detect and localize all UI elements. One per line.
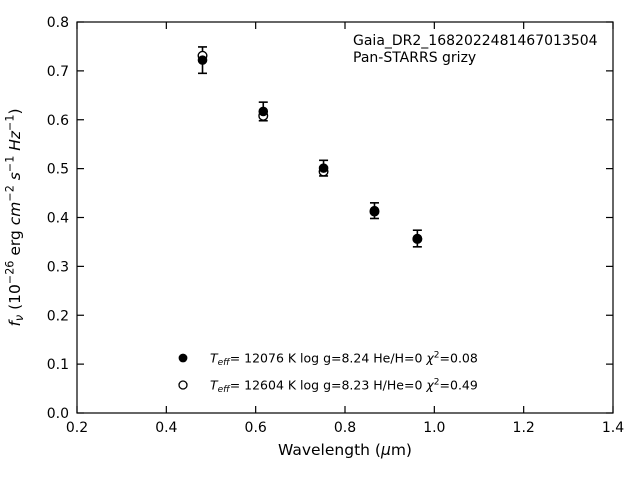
y-tick-label: 0.4: [47, 211, 69, 227]
y-tick-label: 0.8: [47, 15, 69, 31]
y-tick-label: 0.0: [47, 406, 69, 422]
y-tick-label: 0.1: [47, 357, 69, 373]
legend-filled-circle-icon: [178, 353, 188, 363]
legend-row-label: Teff= 12076 K log g=8.24 He/H=0 χ2=0.08: [210, 350, 478, 368]
data-point-filled: [197, 55, 208, 65]
x-tick-label: 1.2: [513, 420, 535, 436]
x-tick-label: 0.6: [245, 420, 267, 436]
legend: Teff= 12076 K log g=8.24 He/H=0 χ2=0.08 T…: [178, 350, 478, 395]
data-point-filled: [258, 106, 269, 117]
legend-open-circle-icon: [178, 380, 188, 390]
y-tick-label: 0.5: [47, 162, 69, 178]
data-point-filled: [412, 233, 423, 244]
x-tick-label: 0.2: [66, 420, 88, 436]
data-point-filled: [318, 163, 329, 173]
y-tick-label: 0.2: [47, 308, 69, 324]
error-bars: [198, 46, 422, 248]
data-series: [197, 50, 423, 245]
x-tick-label: 0.8: [334, 420, 356, 436]
y-axis-label: fν (10−26 erg cm−2 s−1 Hz−1): [3, 108, 25, 326]
x-tick-label: 0.4: [155, 420, 177, 436]
y-tick-label: 0.3: [47, 259, 69, 275]
x-tick-label: 1.0: [423, 420, 445, 436]
y-tick-label: 0.6: [47, 113, 69, 129]
annotation-line-1: Gaia_DR2_1682022481467013504: [353, 33, 598, 49]
axis-ticks: [76, 21, 614, 414]
annotation-line-2: Pan-STARRS grizy: [353, 50, 476, 66]
y-tick-label: 0.7: [47, 64, 69, 80]
axis-labels: Wavelength (μm) fν (10−26 erg cm−2 s−1 Hz…: [3, 108, 411, 459]
tick-labels: 0.2 0.4 0.6 0.8 1.0 1.2 1.4 0.0 0.1 0.2 0.3 0.4 0.5 0…: [47, 15, 624, 436]
x-tick-label: 1.4: [602, 420, 624, 436]
x-axis-label: Wavelength (μm): [278, 441, 412, 459]
data-point-filled: [369, 205, 380, 216]
legend-row-label: Teff= 12604 K log g=8.23 H/He=0 χ2=0.49: [210, 377, 478, 395]
